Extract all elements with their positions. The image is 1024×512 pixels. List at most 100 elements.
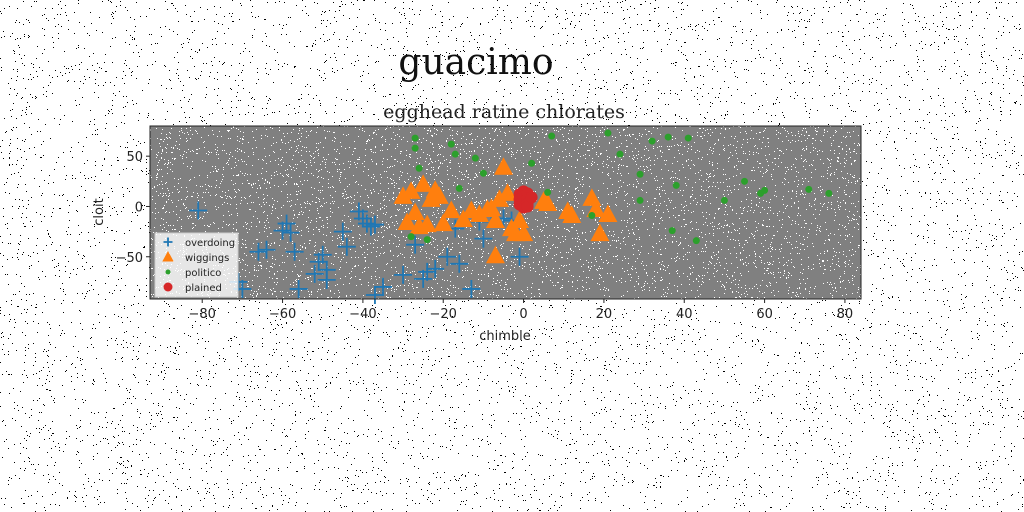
- point-wiggings: [413, 174, 433, 192]
- point-politico: [604, 129, 612, 137]
- point-overdoing: [309, 252, 328, 271]
- point-wiggings: [469, 204, 489, 223]
- point-wiggings: [429, 186, 449, 204]
- y-tick-label: 50: [126, 150, 143, 165]
- legend-label-politico: politico: [185, 268, 221, 279]
- x-tick-label: −20: [430, 307, 457, 322]
- legend-label-wiggings: wiggings: [185, 253, 229, 264]
- point-overdoing: [317, 260, 336, 279]
- point-wiggings: [397, 212, 417, 231]
- point-overdoing: [353, 209, 372, 228]
- point-politico: [451, 150, 459, 158]
- point-overdoing: [373, 277, 392, 296]
- point-politico: [447, 140, 455, 148]
- point-politico: [761, 186, 769, 194]
- point-wiggings: [498, 183, 518, 201]
- point-overdoing: [333, 222, 352, 241]
- chart-suptitle: guacimo: [398, 42, 553, 83]
- legend-marker-plained: [163, 282, 173, 292]
- point-politico: [548, 132, 556, 140]
- point-overdoing: [361, 217, 380, 236]
- point-wiggings: [562, 205, 582, 224]
- point-overdoing: [249, 242, 268, 261]
- point-politico: [528, 159, 536, 167]
- point-wiggings: [417, 214, 437, 233]
- point-overdoing: [438, 247, 457, 266]
- point-overdoing: [474, 229, 493, 248]
- point-politico: [720, 196, 728, 204]
- point-overdoing: [426, 259, 445, 278]
- legend-marker-overdoing: [163, 237, 173, 247]
- point-politico: [423, 236, 431, 244]
- point-politico: [648, 137, 656, 145]
- point-politico: [471, 154, 479, 162]
- point-overdoing: [281, 223, 300, 242]
- point-politico: [407, 233, 415, 241]
- point-overdoing: [273, 221, 292, 240]
- plot-frame: [149, 125, 862, 300]
- point-overdoing: [414, 269, 433, 288]
- point-wiggings: [538, 193, 558, 211]
- point-politico: [672, 181, 680, 189]
- point-overdoing: [189, 201, 208, 220]
- point-overdoing: [285, 242, 304, 261]
- x-axis-label: chimble: [479, 329, 531, 344]
- point-politico: [636, 170, 644, 178]
- point-wiggings: [598, 204, 618, 223]
- x-tick-label: 60: [756, 307, 773, 322]
- y-tick-label: 0: [135, 200, 143, 215]
- point-plained: [525, 191, 538, 204]
- x-tick-label: 40: [676, 307, 693, 322]
- point-wiggings: [485, 210, 505, 229]
- point-politico: [636, 196, 644, 204]
- point-wiggings: [510, 210, 530, 229]
- point-politico: [411, 134, 419, 142]
- point-wiggings: [493, 157, 513, 175]
- point-overdoing: [365, 285, 384, 304]
- point-plained: [521, 200, 534, 213]
- point-politico: [692, 237, 700, 245]
- point-politico: [411, 144, 419, 152]
- chart-title: egghead ratine chlorates: [383, 101, 625, 123]
- point-politico: [616, 150, 624, 158]
- point-overdoing: [394, 265, 413, 284]
- point-wiggings: [489, 189, 509, 207]
- axis-ticks: −80 −60 −40 −20 0 20 40 60 80 −50 0 50: [116, 150, 854, 322]
- point-politico: [455, 184, 463, 192]
- point-wiggings: [514, 223, 534, 242]
- point-wiggings: [485, 245, 505, 264]
- point-wiggings: [401, 181, 421, 199]
- point-politico: [588, 212, 596, 220]
- point-politico: [825, 189, 833, 197]
- x-tick-label: −40: [349, 307, 376, 322]
- point-overdoing: [337, 237, 356, 256]
- data-points: [189, 129, 833, 304]
- point-politico: [415, 164, 423, 172]
- point-overdoing: [450, 254, 469, 273]
- point-politico: [684, 134, 692, 142]
- legend-label-plained: plained: [185, 283, 222, 294]
- y-tick-label: −50: [116, 251, 143, 266]
- point-politico: [664, 133, 672, 141]
- point-overdoing: [277, 214, 296, 233]
- x-tick-label: 80: [837, 307, 854, 322]
- point-overdoing: [418, 262, 437, 281]
- y-axis-label: cloit: [92, 198, 107, 225]
- point-politico: [741, 177, 749, 185]
- point-overdoing: [305, 264, 324, 283]
- point-politico: [479, 169, 487, 177]
- legend-marker-wiggings: [162, 251, 174, 262]
- x-tick-label: 0: [519, 307, 527, 322]
- point-overdoing: [406, 235, 425, 254]
- plot-area: [150, 126, 861, 299]
- point-wiggings: [481, 198, 501, 216]
- point-wiggings: [590, 223, 610, 242]
- point-wiggings: [433, 213, 453, 232]
- point-wiggings: [393, 186, 413, 204]
- legend: overdoing wiggings politico plained: [154, 232, 239, 298]
- x-tick-label: −60: [269, 307, 296, 322]
- point-overdoing: [313, 245, 332, 264]
- x-tick-label: −80: [189, 307, 216, 322]
